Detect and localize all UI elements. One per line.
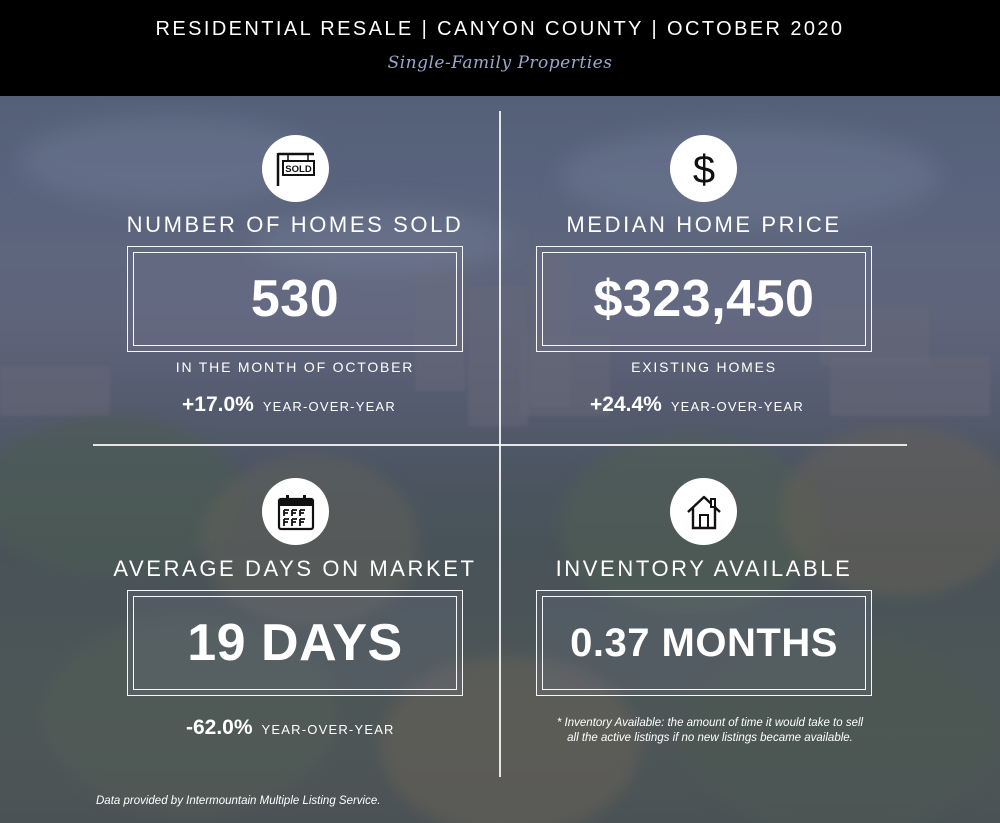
svg-text:$: $: [692, 148, 714, 191]
homes-sold-value: 530: [250, 270, 340, 328]
homes-sold-caption: IN THE MONTH OF OCTOBER: [175, 359, 415, 375]
homes-sold-title: NUMBER OF HOMES SOLD: [126, 212, 464, 237]
page-subtitle: Single-Family Properties: [387, 53, 613, 73]
homes-sold-box: 530: [127, 246, 463, 352]
dollar-icon: $: [670, 135, 737, 202]
days-on-market-yoy-pct: -62.0%: [186, 716, 253, 739]
median-price-yoy: +24.4% YEAR-OVER-YEAR: [590, 393, 804, 417]
homes-sold-yoy: +17.0% YEAR-OVER-YEAR: [182, 393, 396, 417]
inventory-footnote-line2: all the active listings if no new listin…: [567, 732, 853, 744]
median-price-value: $323,450: [593, 270, 815, 328]
data-source-note: Data provided by Intermountain Multiple …: [96, 795, 381, 807]
median-price-title: MEDIAN HOME PRICE: [566, 212, 842, 237]
days-on-market-box: 19 DAYS: [127, 590, 463, 696]
median-price-box: $323,450: [536, 246, 872, 352]
homes-sold-yoy-pct: +17.0%: [182, 393, 254, 416]
calendar-icon: [262, 478, 329, 545]
page-title: RESIDENTIAL RESALE | CANYON COUNTY | OCT…: [155, 18, 845, 40]
days-on-market-yoy-label: YEAR-OVER-YEAR: [261, 722, 395, 737]
sold-sign-icon: SOLD: [262, 135, 329, 202]
days-on-market-title: AVERAGE DAYS ON MARKET: [113, 556, 477, 581]
sold-sign-text: SOLD: [285, 164, 312, 175]
homes-sold-yoy-label: YEAR-OVER-YEAR: [262, 399, 396, 414]
median-price-yoy-label: YEAR-OVER-YEAR: [670, 399, 804, 414]
days-on-market-yoy: -62.0% YEAR-OVER-YEAR: [186, 716, 395, 740]
house-icon: [670, 478, 737, 545]
inventory-footnote-line1: * Inventory Available: the amount of tim…: [556, 717, 864, 729]
header-bar: RESIDENTIAL RESALE | CANYON COUNTY | OCT…: [0, 0, 1000, 96]
inventory-value: 0.37 MONTHS: [570, 620, 838, 665]
median-price-caption: EXISTING HOMES: [631, 359, 777, 375]
horizontal-divider: [93, 444, 907, 446]
days-on-market-value: 19 DAYS: [187, 614, 403, 672]
inventory-title: INVENTORY AVAILABLE: [555, 556, 853, 581]
inventory-footnote: * Inventory Available: the amount of tim…: [520, 716, 900, 746]
inventory-box: 0.37 MONTHS: [536, 590, 872, 696]
median-price-yoy-pct: +24.4%: [590, 393, 662, 416]
